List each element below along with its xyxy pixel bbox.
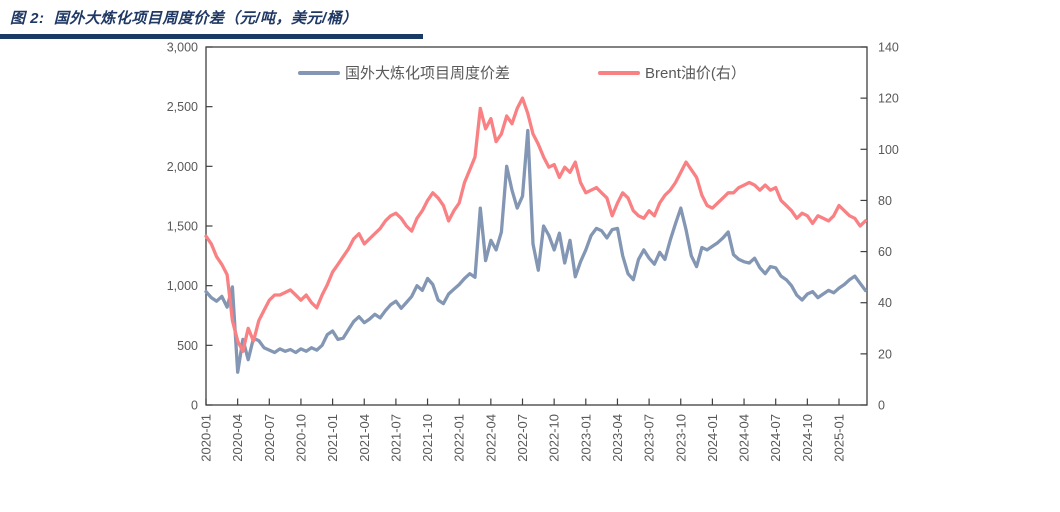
x-axis-tick-label: 2024-07 <box>768 414 783 462</box>
x-axis-tick-label: 2023-07 <box>642 414 657 462</box>
right-axis-tick-label: 140 <box>878 41 899 55</box>
spread-line-swatch <box>298 70 340 75</box>
title-underline-rule <box>0 34 423 39</box>
left-axis-tick-label: 2,000 <box>167 160 198 174</box>
legend-label-spread: 国外大炼化项目周度价差 <box>345 65 511 82</box>
series-line-brent <box>204 96 868 353</box>
x-axis-tick-label: 2022-01 <box>452 414 467 462</box>
left-axis-tick-label: 2,500 <box>167 100 198 114</box>
chart-legend: 国外大炼化项目周度价差 Brent油价(右） <box>298 62 746 83</box>
x-axis-tick-label: 2020-10 <box>293 414 308 462</box>
right-axis-tick-label: 20 <box>878 347 892 361</box>
right-axis-tick-label: 0 <box>878 399 885 413</box>
x-axis-tick-label: 2021-04 <box>357 414 372 462</box>
left-axis-tick-label: 3,000 <box>167 41 198 55</box>
x-axis-tick-label: 2021-01 <box>325 414 340 462</box>
right-axis-tick-label: 100 <box>878 143 899 157</box>
x-axis-tick-label: 2022-04 <box>483 414 498 462</box>
x-axis-tick-label: 2024-04 <box>737 414 752 462</box>
figure-title: 图 2: 国外大炼化项目周度价差（元/吨，美元/桶） <box>10 10 358 27</box>
x-axis-tick-label: 2021-10 <box>420 414 435 462</box>
left-axis-tick-label: 0 <box>191 399 198 413</box>
right-axis-tick-label: 40 <box>878 296 892 310</box>
left-axis-tick-label: 1,000 <box>167 279 198 293</box>
x-axis-tick-label: 2024-10 <box>800 414 815 462</box>
x-axis-tick-label: 2020-07 <box>262 414 277 462</box>
right-axis-tick-label: 120 <box>878 92 899 106</box>
x-axis-tick-label: 2021-07 <box>388 414 403 462</box>
legend-label-brent: Brent油价(右） <box>645 65 746 82</box>
x-axis-tick-label: 2020-04 <box>230 414 245 462</box>
x-axis-tick-label: 2023-04 <box>610 414 625 462</box>
x-axis-tick-label: 2024-01 <box>705 414 720 462</box>
x-axis-tick-label: 2020-01 <box>199 414 214 462</box>
legend-item-brent: Brent油价(右） <box>598 62 746 83</box>
x-axis-tick-label: 2023-01 <box>578 414 593 462</box>
brent-line-swatch <box>598 70 641 75</box>
left-axis-tick-label: 1,500 <box>167 220 198 234</box>
x-axis-tick-label: 2023-10 <box>673 414 688 462</box>
series-line-spread <box>204 128 868 374</box>
x-axis-tick-label: 2025-01 <box>832 414 847 462</box>
right-axis-tick-label: 80 <box>878 194 892 208</box>
legend-item-spread: 国外大炼化项目周度价差 <box>298 62 510 83</box>
x-axis-tick-label: 2022-07 <box>515 414 530 462</box>
right-axis-tick-label: 60 <box>878 245 892 259</box>
x-axis-tick-label: 2022-10 <box>547 414 562 462</box>
left-axis-tick-label: 500 <box>177 339 198 353</box>
